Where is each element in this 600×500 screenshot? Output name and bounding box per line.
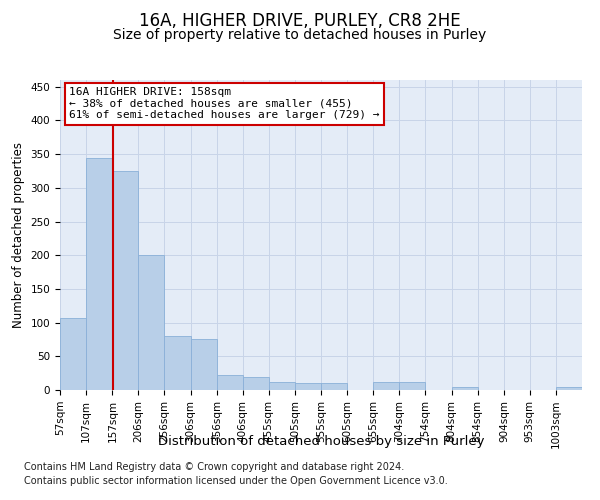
Bar: [295, 382, 321, 390]
Bar: [191, 340, 217, 390]
Bar: [321, 382, 347, 390]
Bar: [164, 336, 191, 390]
Y-axis label: Number of detached properties: Number of detached properties: [12, 142, 25, 328]
Bar: [373, 382, 399, 390]
Bar: [112, 171, 138, 390]
Text: Contains public sector information licensed under the Open Government Licence v3: Contains public sector information licen…: [24, 476, 448, 486]
Bar: [556, 386, 582, 390]
Bar: [452, 386, 478, 390]
Bar: [269, 382, 295, 390]
Bar: [217, 374, 243, 390]
Text: Distribution of detached houses by size in Purley: Distribution of detached houses by size …: [158, 435, 484, 448]
Bar: [243, 376, 269, 390]
Text: Size of property relative to detached houses in Purley: Size of property relative to detached ho…: [113, 28, 487, 42]
Text: Contains HM Land Registry data © Crown copyright and database right 2024.: Contains HM Land Registry data © Crown c…: [24, 462, 404, 472]
Bar: [138, 255, 164, 390]
Text: 16A HIGHER DRIVE: 158sqm
← 38% of detached houses are smaller (455)
61% of semi-: 16A HIGHER DRIVE: 158sqm ← 38% of detach…: [70, 87, 380, 120]
Text: 16A, HIGHER DRIVE, PURLEY, CR8 2HE: 16A, HIGHER DRIVE, PURLEY, CR8 2HE: [139, 12, 461, 30]
Bar: [86, 158, 112, 390]
Bar: [399, 382, 425, 390]
Bar: [60, 318, 86, 390]
